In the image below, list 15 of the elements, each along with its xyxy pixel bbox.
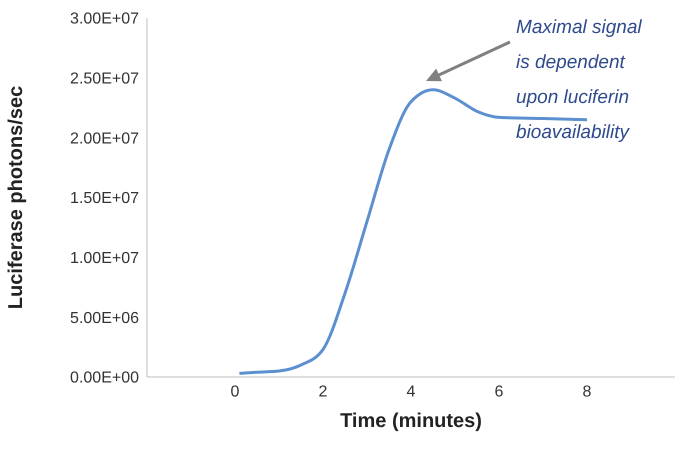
y-axis-title: Luciferase photons/sec bbox=[5, 86, 27, 310]
annotation: Maximal signal is dependent upon luciferin bioavailability bbox=[516, 17, 642, 143]
y-tick-label: 1.50E+07 bbox=[70, 190, 140, 208]
x-tick-label: 8 bbox=[582, 383, 592, 400]
x-tick-label: 0 bbox=[230, 383, 240, 400]
y-tick-label: 0.00E+00 bbox=[70, 370, 140, 387]
y-tick-label: 3.00E+07 bbox=[70, 10, 140, 28]
x-axis-title: Time (minutes) bbox=[340, 410, 482, 432]
x-tick-label: 4 bbox=[406, 383, 416, 400]
y-tick-label: 2.50E+07 bbox=[70, 70, 140, 88]
y-tick-label: 1.00E+07 bbox=[70, 250, 140, 268]
y-tick-label: 5.00E+06 bbox=[70, 310, 140, 327]
x-tick-label: 6 bbox=[494, 383, 504, 400]
y-tick-label: 2.00E+07 bbox=[70, 130, 140, 148]
x-tick-label: 2 bbox=[318, 383, 328, 400]
